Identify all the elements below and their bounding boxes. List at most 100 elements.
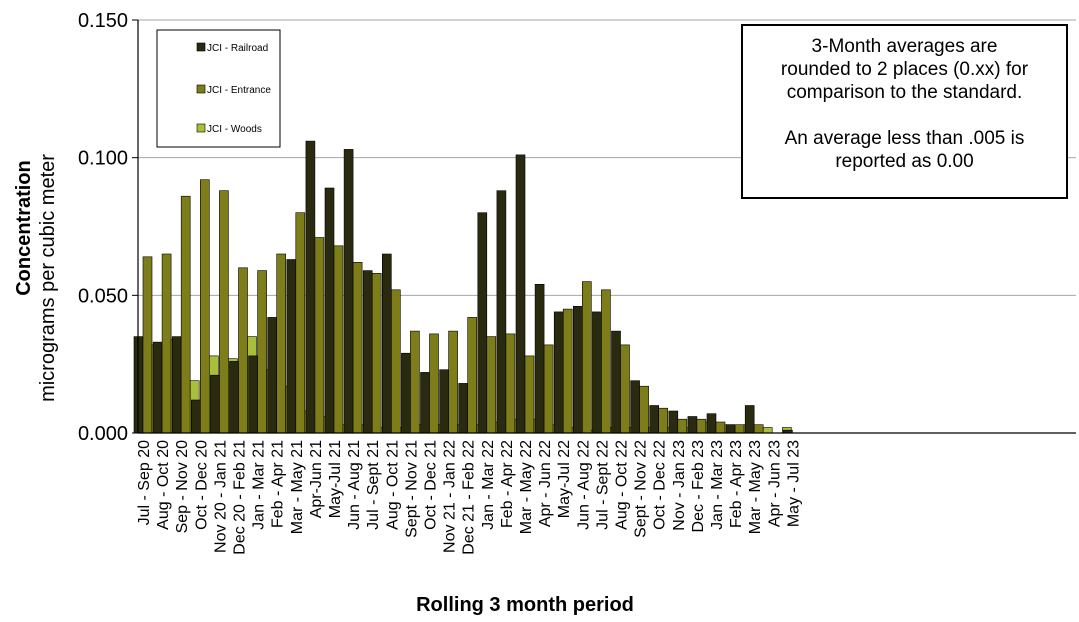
bar: [611, 330, 621, 434]
x-tick-label: Mar - May 23: [747, 440, 764, 534]
bar: [668, 410, 679, 434]
legend-label-woods: JCI - Woods: [207, 124, 262, 135]
bar: [267, 317, 278, 434]
annotation-line: reported as 0.00: [835, 151, 974, 172]
bar: [191, 399, 201, 434]
y-tick-label: 0.150: [78, 10, 128, 32]
bar: [401, 352, 411, 434]
x-tick-label: Feb - Apr 22: [499, 440, 516, 528]
bar: [152, 341, 163, 434]
bar: [142, 256, 153, 434]
bar: [257, 270, 267, 434]
bar: [706, 413, 717, 434]
annotation-line: rounded to 2 places (0.xx) for: [780, 59, 1029, 80]
bar: [458, 383, 469, 434]
y-axis-title: Concentration: [13, 160, 35, 296]
bar: [324, 187, 335, 434]
x-tick-label: Jul - Sept 21: [365, 440, 382, 530]
y-tick-label: 0.100: [78, 148, 128, 170]
x-tick-label: Nov 20 - Jan 21: [212, 440, 229, 553]
x-tick-label: Oct - Dec 21: [423, 440, 440, 530]
bar: [286, 259, 297, 434]
x-tick-label: Dec 20 - Feb 21: [232, 440, 249, 555]
bar: [687, 416, 698, 434]
bar: [171, 336, 182, 434]
bar: [305, 140, 316, 434]
bar: [696, 418, 707, 434]
x-tick-label: Sept - Nov 22: [633, 440, 650, 538]
x-tick-label: Aug - Oct 21: [384, 440, 401, 530]
bar: [439, 369, 449, 434]
bar: [734, 424, 745, 434]
bar: [601, 289, 611, 434]
bar: [362, 270, 373, 434]
x-tick-label: Jul - Sep 20: [136, 440, 153, 525]
x-tick-label: Jan - Mar 23: [709, 440, 726, 530]
bar: [515, 154, 526, 434]
bar: [429, 333, 439, 434]
bar: [420, 372, 430, 434]
x-tick-label: Feb - Apr 23: [728, 440, 745, 528]
bar: [314, 237, 325, 434]
bar: [543, 344, 554, 434]
bar: [371, 272, 382, 434]
legend-box: [156, 29, 281, 148]
bar: [448, 330, 458, 434]
bar: [276, 253, 287, 434]
bar: [630, 380, 640, 434]
annotation-spacer: [743, 104, 1066, 127]
y-tick-label: 0.000: [78, 423, 128, 445]
legend-swatch-railroad: [196, 42, 206, 52]
x-tick-label: Nov 21 - Jan 22: [442, 440, 459, 553]
bar: [592, 311, 602, 434]
bar: [238, 267, 248, 434]
bar: [180, 195, 191, 434]
x-tick-label: Aug - Oct 22: [614, 440, 631, 530]
x-tick-label: Oct - Dec 22: [652, 440, 669, 530]
x-tick-label: May-Jul 21: [327, 440, 344, 518]
bar: [649, 405, 660, 434]
bars-layer: [133, 140, 793, 434]
x-tick-label: Apr - Jun 23: [766, 440, 783, 527]
x-tick-label: Apr - Jun 22: [537, 440, 554, 527]
x-tick-label: Mar - May 21: [289, 440, 306, 534]
x-tick-label: Aug - Oct 20: [155, 440, 172, 530]
x-tick-label: Sept - Nov 21: [403, 440, 420, 538]
x-tick-label: Nov - Jan 23: [671, 440, 688, 531]
y-tick-label: 0.050: [78, 285, 128, 307]
bar: [725, 424, 736, 434]
bar: [496, 190, 507, 434]
bar: [333, 245, 344, 434]
bar: [658, 407, 669, 434]
bar: [248, 355, 258, 434]
bar: [381, 253, 392, 434]
bar: [677, 418, 688, 434]
legend-label-entrance: JCI - Entrance: [207, 85, 271, 96]
bar: [534, 283, 545, 434]
legend: JCI - Railroad JCI - Entrance JCI - Wood…: [156, 29, 281, 148]
bar: [620, 344, 630, 434]
x-tick-label: Jan - Mar 21: [251, 440, 268, 530]
bar: [219, 190, 229, 434]
bar: [210, 374, 220, 434]
bar: [390, 289, 401, 434]
annotation-line: 3-Month averages are: [811, 36, 998, 57]
bar: [505, 333, 516, 434]
bar: [295, 212, 306, 434]
bar: [486, 336, 497, 434]
bar: [762, 427, 773, 434]
x-tick-label: Jun - Aug 21: [346, 440, 363, 530]
legend-swatch-woods: [196, 123, 206, 133]
x-tick-label: Mar - May 22: [518, 440, 535, 534]
y-axis-units: micrograms per cubic meter: [37, 154, 59, 402]
bar: [343, 149, 354, 434]
bar: [715, 421, 726, 434]
bar: [524, 355, 535, 434]
legend-swatch-entrance: [196, 84, 206, 94]
x-tick-label: Jan - Mar 22: [480, 440, 497, 530]
annotation-line: An average less than .005 is: [784, 128, 1025, 149]
bar: [410, 330, 420, 434]
